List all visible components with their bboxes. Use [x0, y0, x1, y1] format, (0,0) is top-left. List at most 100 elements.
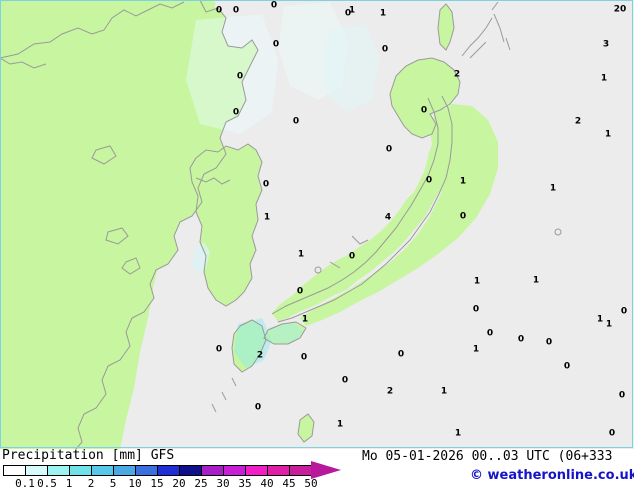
- precip-value-label: 0: [254, 402, 262, 413]
- precip-value-label: 0: [296, 286, 304, 297]
- china-land: [0, 0, 258, 449]
- precip-value-label: 2: [256, 350, 264, 361]
- precip-value-label: 0: [300, 352, 308, 363]
- precip-value-label: 20: [613, 4, 627, 15]
- color-swatch: [91, 465, 113, 476]
- color-swatch: [267, 465, 289, 476]
- precipitation-over-land: [186, 2, 380, 368]
- scale-tick-label: 5: [109, 477, 117, 490]
- legend-footer: Precipitation [mm] GFS 0.1 0.5 1 2 5 10 15 20 25…: [0, 448, 634, 490]
- color-swatch: [201, 465, 223, 476]
- precip-value-label: 0: [232, 5, 240, 16]
- precip-value-label: 0: [563, 361, 571, 372]
- scale-tick-label: 50: [304, 477, 318, 490]
- coastline-layer: [0, 0, 562, 449]
- scale-tick-label: 30: [216, 477, 230, 490]
- color-swatch: [25, 465, 47, 476]
- scale-tick-label: 0.5: [37, 477, 57, 490]
- precip-value-label: 1: [263, 212, 271, 223]
- precip-value-label: 0: [517, 334, 525, 345]
- precip-value-label: 0: [341, 375, 349, 386]
- precip-value-label: 3: [602, 39, 610, 50]
- precip-value-label: 0: [618, 390, 626, 401]
- scale-tick-label: 45: [282, 477, 296, 490]
- precip-value-label: 0: [425, 175, 433, 186]
- color-swatch: [113, 465, 135, 476]
- southern-island: [298, 414, 314, 442]
- scale-tick-label: 25: [194, 477, 208, 490]
- precip-value-label: 0: [344, 8, 352, 19]
- precip-value-label: 0: [272, 39, 280, 50]
- precip-value-label: 1: [440, 386, 448, 397]
- precip-value-label: 2: [386, 386, 394, 397]
- precip-value-label: 0: [397, 349, 405, 360]
- precip-value-label: 0: [608, 428, 616, 439]
- precip-value-label: 0: [215, 5, 223, 16]
- honshu-east-green: [300, 104, 498, 326]
- legend-title: Precipitation [mm] GFS: [2, 448, 175, 463]
- scale-arrow-icon: [311, 461, 341, 479]
- color-scale: [3, 461, 341, 479]
- copyright-notice: © weatheronline.co.uk: [470, 468, 634, 483]
- scale-tick-label: 15: [150, 477, 164, 490]
- color-swatch: [245, 465, 267, 476]
- honshu-south: [272, 96, 452, 322]
- precip-value-label: 0: [385, 144, 393, 155]
- scale-tick-label: 0.1: [15, 477, 35, 490]
- precip-value-label: 0: [348, 251, 356, 262]
- precip-value-label: 2: [574, 116, 582, 127]
- precip-value-label: 0: [459, 211, 467, 222]
- precip-value-label: 1: [604, 129, 612, 140]
- precip-value-label: 0: [232, 107, 240, 118]
- scale-tick-label: 40: [260, 477, 274, 490]
- color-swatch: [289, 465, 311, 476]
- color-swatch: [3, 465, 25, 476]
- precip-value-label: 1: [473, 276, 481, 287]
- precip-value-label: 0: [270, 0, 278, 11]
- precip-value-label: 1: [605, 319, 613, 330]
- precip-value-label: 0: [486, 328, 494, 339]
- precip-value-label: 1: [348, 5, 356, 16]
- precip-value-label: 0: [620, 306, 628, 317]
- precip-value-label: 4: [384, 212, 392, 223]
- kyushu: [232, 320, 266, 372]
- color-swatch: [223, 465, 245, 476]
- sakhalin: [438, 4, 454, 50]
- precip-value-label: 0: [381, 44, 389, 55]
- precip-value-label: 1: [459, 176, 467, 187]
- precipitation-map[interactable]: 0 0 0 0 1 20 3 0 0 0 0 2 1 2 1 0 0 1 0 1 1 0 0 1 4 0 0 1 0 2 0 0 1 0 0 1 0 2 1…: [0, 0, 634, 449]
- precip-value-label: 1: [301, 314, 309, 325]
- color-swatch: [179, 465, 201, 476]
- color-swatch: [47, 465, 69, 476]
- precip-value-label: 0: [215, 344, 223, 355]
- scale-tick-label: 1: [65, 477, 73, 490]
- color-swatch: [157, 465, 179, 476]
- precip-value-label: 0: [292, 116, 300, 127]
- precip-value-label: 1: [532, 275, 540, 286]
- korea-peninsula: [190, 144, 262, 306]
- precip-value-label: 1: [454, 428, 462, 439]
- color-scale-ticks: 0.1 0.5 1 2 5 10 15 20 25 30 35 40 45 50: [0, 477, 340, 490]
- color-swatch: [69, 465, 91, 476]
- scale-tick-label: 35: [238, 477, 252, 490]
- scale-tick-label: 20: [172, 477, 186, 490]
- precip-value-label: 0: [420, 105, 428, 116]
- forecast-timestamp: Mo 05-01-2026 00..03 UTC (06+333: [362, 449, 613, 464]
- precip-value-label: 0: [545, 337, 553, 348]
- precip-value-label: 1: [472, 344, 480, 355]
- precip-value-label: 1: [297, 249, 305, 260]
- precip-value-label: 1: [596, 314, 604, 325]
- precip-value-label: 1: [600, 73, 608, 84]
- precip-value-label: 2: [453, 69, 461, 80]
- precip-value-label: 1: [336, 419, 344, 430]
- map-canvas: [0, 0, 634, 449]
- precip-value-label: 0: [262, 179, 270, 190]
- precip-value-label: 0: [236, 71, 244, 82]
- hokkaido: [390, 58, 460, 138]
- precip-value-label: 1: [379, 8, 387, 19]
- precip-value-label: 0: [472, 304, 480, 315]
- precip-value-label: 1: [549, 183, 557, 194]
- scale-tick-label: 2: [87, 477, 95, 490]
- scale-tick-label: 10: [128, 477, 142, 490]
